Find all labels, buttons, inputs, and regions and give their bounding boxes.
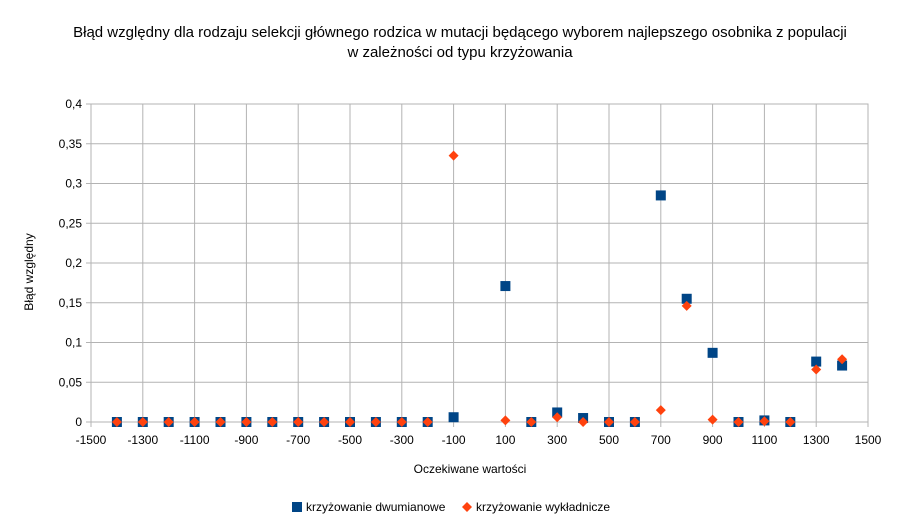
point-wykladnicze xyxy=(370,417,381,427)
x-tick-label: -500 xyxy=(338,433,362,447)
y-tick-label: 0,15 xyxy=(59,296,83,310)
point-wykladnicze xyxy=(241,417,252,427)
point-dwumianowe xyxy=(811,356,822,367)
point-wykladnicze xyxy=(189,417,200,427)
x-tick-label: 900 xyxy=(703,433,723,447)
point-wykladnicze xyxy=(111,417,122,427)
point-wykladnicze xyxy=(733,417,744,427)
x-tick-label: 1300 xyxy=(803,433,830,447)
x-tick-label: -300 xyxy=(390,433,414,447)
y-tick-label: 0,4 xyxy=(65,97,82,111)
chart-title: Błąd względny dla rodzaju selekcji główn… xyxy=(73,24,847,41)
point-wykladnicze xyxy=(604,417,614,427)
x-tick-label: -100 xyxy=(442,433,466,447)
point-wykladnicze xyxy=(500,415,511,426)
y-tick-label: 0,2 xyxy=(65,256,82,270)
point-wykladnicze xyxy=(759,416,770,427)
point-wykladnicze xyxy=(448,150,459,161)
y-axis-label: Błąd względny xyxy=(22,233,36,310)
legend-marker xyxy=(462,502,472,512)
x-axis-label: Oczekiwane wartości xyxy=(414,462,527,476)
point-wykladnicze xyxy=(293,417,304,427)
point-dwumianowe xyxy=(837,360,848,371)
legend-marker xyxy=(292,502,302,512)
x-tick-label: 100 xyxy=(495,433,515,447)
grid-lines xyxy=(90,103,869,423)
x-tick-label: -1300 xyxy=(127,433,158,447)
x-tick-label: -700 xyxy=(286,433,310,447)
point-dwumianowe xyxy=(500,281,511,292)
point-wykladnicze xyxy=(526,417,537,427)
x-tick-label: -1500 xyxy=(76,433,107,447)
point-dwumianowe xyxy=(707,347,718,358)
point-wykladnicze xyxy=(267,417,278,427)
legend: krzyżowanie dwumianowe krzyżowanie wykład… xyxy=(292,500,610,514)
point-wykladnicze xyxy=(215,417,226,427)
point-wykladnicze xyxy=(681,300,692,311)
chart-subtitle: w zależności od typu krzyżowania xyxy=(346,44,573,61)
point-wykladnicze xyxy=(319,417,330,427)
x-tick-label: 700 xyxy=(651,433,671,447)
data-points xyxy=(111,150,848,427)
y-tick-label: 0 xyxy=(75,415,82,429)
point-wykladnicze xyxy=(785,417,796,427)
y-axis-ticks: 0 0,05 0,1 0,15 0,2 0,25 0,3 0,35 0,4 xyxy=(59,97,91,429)
legend-label: krzyżowanie dwumianowe xyxy=(306,500,446,514)
plot-area-frame xyxy=(90,103,869,423)
legend-label: krzyżowanie wykładnicze xyxy=(476,500,610,514)
point-dwumianowe xyxy=(448,412,459,423)
y-tick-label: 0,35 xyxy=(59,137,83,151)
point-wykladnicze xyxy=(552,412,563,423)
point-wykladnicze xyxy=(629,417,640,427)
point-dwumianowe xyxy=(681,293,692,304)
point-wykladnicze xyxy=(163,417,174,427)
y-tick-label: 0,3 xyxy=(65,177,82,191)
y-tick-label: 0,05 xyxy=(59,375,83,389)
x-tick-label: 300 xyxy=(547,433,567,447)
point-wykladnicze xyxy=(655,405,666,416)
x-tick-label: 1100 xyxy=(751,433,777,447)
x-tick-label: -1100 xyxy=(180,433,210,447)
point-dwumianowe xyxy=(655,190,666,201)
x-tick-label: 500 xyxy=(599,433,619,447)
point-wykladnicze xyxy=(345,417,355,427)
point-wykladnicze xyxy=(707,414,718,425)
point-wykladnicze xyxy=(396,417,407,427)
y-tick-label: 0,1 xyxy=(65,336,82,350)
x-axis-ticks: -1500 -1300 -1100 -900 -700 -500 -300 -100 100 30… xyxy=(76,422,882,447)
point-wykladnicze xyxy=(811,364,822,375)
x-tick-label: -900 xyxy=(234,433,258,447)
point-wykladnicze xyxy=(837,354,848,365)
y-tick-label: 0,25 xyxy=(59,216,83,230)
point-wykladnicze xyxy=(137,417,148,427)
point-wykladnicze xyxy=(578,417,589,427)
point-wykladnicze xyxy=(422,417,433,427)
x-tick-label: 1500 xyxy=(855,433,882,447)
